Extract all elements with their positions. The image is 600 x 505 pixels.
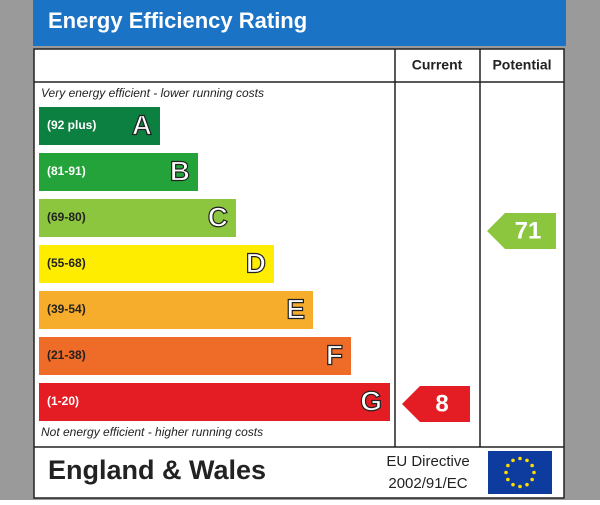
potential-arrow <box>487 213 556 249</box>
band-bar <box>39 383 390 421</box>
band-bar <box>39 153 198 191</box>
band-letter: C <box>208 201 228 232</box>
eu-stars <box>504 456 536 489</box>
column-header: Potential <box>492 57 551 73</box>
eu-star <box>532 470 536 475</box>
eu-star <box>530 477 534 482</box>
band-range: (81-91) <box>47 164 86 178</box>
eu-star <box>511 482 515 487</box>
eu-star <box>518 484 522 489</box>
eu-star <box>518 456 522 461</box>
band-range: (92 plus) <box>47 118 96 132</box>
title: Energy Efficiency Rating <box>48 8 307 33</box>
band-bar <box>39 337 351 375</box>
band-range: (39-54) <box>47 302 86 316</box>
band-letter: E <box>286 293 305 324</box>
band-bar <box>39 107 160 145</box>
band-letter: A <box>132 109 152 140</box>
band-letter: F <box>326 339 343 370</box>
bottom-note: Not energy efficient - higher running co… <box>41 425 263 439</box>
band-bar <box>39 245 274 283</box>
band-letter: G <box>360 385 382 416</box>
band-range: (55-68) <box>47 256 86 270</box>
directive: 2002/91/EC <box>388 475 467 492</box>
band-range: (21-38) <box>47 348 86 362</box>
eu-star <box>506 463 510 468</box>
top-note: Very energy efficient - lower running co… <box>41 86 264 100</box>
band-letter: B <box>170 155 190 186</box>
region: England & Wales <box>48 455 266 485</box>
eu-star <box>525 482 529 487</box>
column-header: Current <box>412 57 463 73</box>
band-range: (69-80) <box>47 210 86 224</box>
title-bar <box>33 0 566 46</box>
bands: (92 plus) A (81-91) B (69-80) C (55-68) D (39-54… <box>39 107 390 421</box>
current-arrow <box>402 386 470 422</box>
eu-star <box>530 463 534 468</box>
band-bar <box>39 199 236 237</box>
eu-star <box>525 458 529 463</box>
directive: EU Directive <box>386 453 469 470</box>
band-letter: D <box>246 247 266 278</box>
eu-star <box>511 458 515 463</box>
potential-value: 71 <box>515 217 542 244</box>
eu-star <box>504 470 508 475</box>
band-range: (1-20) <box>47 394 79 408</box>
current-value: 8 <box>435 390 448 417</box>
eu-star <box>506 477 510 482</box>
band-bar <box>39 291 313 329</box>
